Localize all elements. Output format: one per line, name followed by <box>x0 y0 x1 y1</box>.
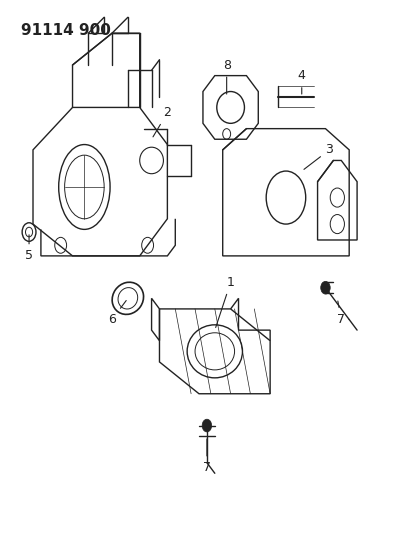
Text: 1: 1 <box>216 276 234 327</box>
Text: 4: 4 <box>298 69 306 94</box>
Text: 7: 7 <box>337 301 345 326</box>
Circle shape <box>202 419 212 432</box>
Text: 7: 7 <box>203 439 211 474</box>
Text: 2: 2 <box>153 106 171 137</box>
Text: 8: 8 <box>222 59 231 94</box>
Text: 5: 5 <box>25 235 33 262</box>
Circle shape <box>321 281 330 294</box>
Text: 6: 6 <box>108 301 126 326</box>
Text: 91114 900: 91114 900 <box>21 22 111 38</box>
Text: 3: 3 <box>304 143 334 169</box>
